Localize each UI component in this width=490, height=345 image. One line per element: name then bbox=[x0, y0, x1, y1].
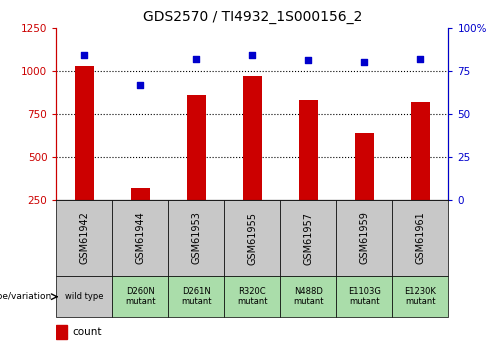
Point bbox=[193, 56, 200, 61]
Point bbox=[248, 52, 256, 58]
Text: GSM61957: GSM61957 bbox=[303, 211, 313, 265]
Text: N488D
mutant: N488D mutant bbox=[293, 287, 323, 306]
Bar bbox=[355, 133, 374, 200]
Bar bbox=[130, 188, 150, 200]
Text: GSM61942: GSM61942 bbox=[79, 211, 89, 265]
Bar bbox=[112, 200, 169, 276]
Bar bbox=[74, 66, 94, 200]
Bar bbox=[336, 276, 392, 317]
Bar bbox=[280, 276, 336, 317]
Text: genotype/variation: genotype/variation bbox=[0, 292, 51, 301]
Bar bbox=[224, 200, 280, 276]
Bar bbox=[169, 276, 224, 317]
Point bbox=[80, 52, 88, 58]
Text: D261N
mutant: D261N mutant bbox=[181, 287, 212, 306]
Text: E1230K
mutant: E1230K mutant bbox=[404, 287, 436, 306]
Bar bbox=[336, 200, 392, 276]
Bar bbox=[411, 102, 430, 200]
Point bbox=[416, 56, 424, 61]
Text: GSM61953: GSM61953 bbox=[192, 211, 201, 265]
Text: E1103G
mutant: E1103G mutant bbox=[348, 287, 381, 306]
Text: R320C
mutant: R320C mutant bbox=[237, 287, 268, 306]
Bar bbox=[187, 95, 206, 200]
Text: GSM61961: GSM61961 bbox=[416, 212, 425, 264]
Bar bbox=[169, 200, 224, 276]
Bar bbox=[392, 276, 448, 317]
Text: D260N
mutant: D260N mutant bbox=[125, 287, 156, 306]
Bar bbox=[243, 76, 262, 200]
Bar bbox=[224, 276, 280, 317]
Bar bbox=[280, 200, 336, 276]
Bar bbox=[298, 100, 318, 200]
Text: GSM61944: GSM61944 bbox=[135, 212, 146, 264]
Title: GDS2570 / TI4932_1S000156_2: GDS2570 / TI4932_1S000156_2 bbox=[143, 10, 362, 24]
Bar bbox=[112, 276, 169, 317]
Text: GSM61955: GSM61955 bbox=[247, 211, 257, 265]
Text: count: count bbox=[73, 327, 102, 337]
Bar bbox=[56, 200, 112, 276]
Point bbox=[136, 82, 144, 87]
Point bbox=[361, 59, 368, 65]
Bar bbox=[56, 276, 112, 317]
Point bbox=[304, 58, 312, 63]
Bar bbox=[392, 200, 448, 276]
Text: wild type: wild type bbox=[65, 292, 103, 301]
Bar bbox=[56, 325, 67, 339]
Text: GSM61959: GSM61959 bbox=[359, 211, 369, 265]
